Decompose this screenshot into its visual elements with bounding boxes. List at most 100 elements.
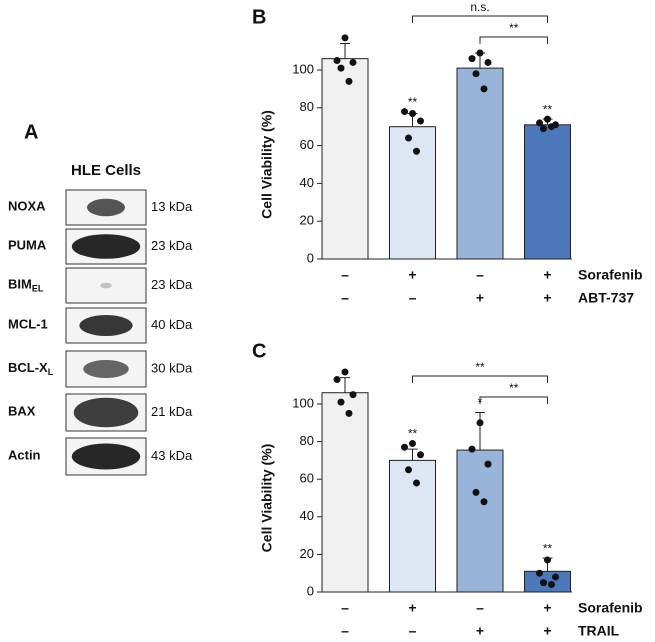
bracket-label: n.s. — [470, 0, 489, 14]
error-bar — [475, 411, 485, 451]
data-point — [472, 488, 480, 496]
x-row-name: TRAIL — [578, 623, 620, 639]
protein-name: BIM — [8, 277, 32, 292]
y-tick-label: 80 — [300, 99, 314, 114]
x-row-label: – — [341, 623, 349, 639]
blot-band — [100, 282, 112, 289]
protein-label: MCL-1 — [8, 317, 48, 332]
y-tick-label: 0 — [307, 250, 314, 265]
blot-band — [83, 360, 129, 378]
data-point — [401, 443, 408, 451]
x-row-label: – — [476, 267, 484, 283]
x-row-label: + — [543, 267, 551, 283]
y-tick-label: 60 — [300, 137, 314, 152]
protein-label: NOXA — [8, 199, 46, 214]
protein-name: BCL-X — [8, 360, 48, 375]
kda-label: 40 kDa — [151, 317, 193, 332]
bar — [524, 570, 571, 593]
x-row-name: Sorafenib — [578, 600, 643, 616]
y-tick-label: 20 — [300, 213, 314, 228]
bracket — [479, 36, 548, 44]
data-point — [417, 451, 424, 459]
kda-label: 23 kDa — [151, 277, 193, 292]
data-point — [345, 409, 353, 417]
bracket — [479, 396, 548, 404]
significance-label: ** — [543, 541, 553, 555]
data-point — [484, 58, 492, 66]
data-point — [552, 573, 559, 581]
x-row-label: + — [476, 623, 484, 639]
panel-label: A — [24, 121, 38, 143]
bracket — [412, 15, 548, 23]
blot-band — [71, 443, 141, 470]
kda-label: 21 kDa — [151, 404, 193, 419]
bar — [389, 126, 436, 260]
data-point — [349, 391, 357, 399]
protein-name: BAX — [8, 404, 36, 419]
y-tick-label: 100 — [292, 395, 314, 410]
data-point — [333, 57, 341, 65]
y-tick-label: 80 — [300, 433, 314, 448]
protein-subscript: EL — [32, 284, 44, 294]
protein-label: PUMA — [8, 238, 47, 253]
bar — [389, 459, 436, 593]
data-point — [544, 556, 551, 564]
data-point — [405, 466, 412, 474]
x-row-label: + — [543, 600, 551, 616]
data-point — [544, 115, 551, 123]
significance-label: ** — [408, 95, 418, 109]
blot-band — [71, 234, 141, 259]
data-point — [337, 64, 345, 72]
y-tick-label: 20 — [300, 546, 314, 561]
data-point — [417, 117, 424, 125]
y-tick-label: 40 — [300, 508, 314, 523]
data-point — [536, 119, 543, 127]
bar — [524, 124, 571, 260]
error-bar — [407, 448, 418, 461]
data-point — [536, 569, 543, 577]
bar — [456, 67, 504, 260]
data-point — [409, 109, 416, 117]
data-point — [341, 368, 349, 376]
data-point — [349, 58, 357, 66]
protein-name: NOXA — [8, 199, 46, 214]
protein-label: Actin — [8, 448, 41, 463]
bracket — [412, 375, 548, 383]
data-point — [472, 70, 480, 78]
bracket-label: ** — [475, 360, 485, 374]
x-row-name: Sorafenib — [578, 267, 643, 283]
x-row-label: – — [341, 600, 349, 616]
data-point — [540, 579, 547, 587]
y-tick-label: 60 — [300, 471, 314, 486]
x-row-label: + — [408, 267, 416, 283]
x-row-label: + — [543, 290, 551, 306]
bracket-label: ** — [509, 21, 519, 35]
protein-name: PUMA — [8, 238, 47, 253]
y-tick-label: 0 — [307, 583, 314, 598]
y-tick-label: 40 — [300, 175, 314, 190]
significance-label: ** — [543, 102, 553, 116]
protein-label: BCL-XL — [8, 360, 54, 377]
protein-label: BIMEL — [8, 277, 44, 294]
data-point — [405, 134, 412, 142]
y-axis-label: Cell Viability (%) — [259, 110, 275, 219]
x-row-label: – — [409, 290, 417, 306]
protein-label: BAX — [8, 404, 36, 419]
data-point — [476, 419, 484, 427]
data-point — [468, 445, 476, 453]
data-point — [413, 147, 420, 155]
x-row-label: – — [341, 267, 349, 283]
data-point — [548, 123, 555, 131]
data-point — [484, 460, 492, 468]
protein-subscript: L — [48, 367, 54, 377]
error-bar — [340, 43, 350, 59]
y-tick-label: 100 — [292, 61, 314, 76]
kda-label: 13 kDa — [151, 199, 193, 214]
protein-name: Actin — [8, 448, 41, 463]
panel-label: C — [252, 340, 266, 362]
x-row-label: – — [476, 600, 484, 616]
data-point — [540, 125, 547, 133]
bar — [321, 58, 369, 260]
